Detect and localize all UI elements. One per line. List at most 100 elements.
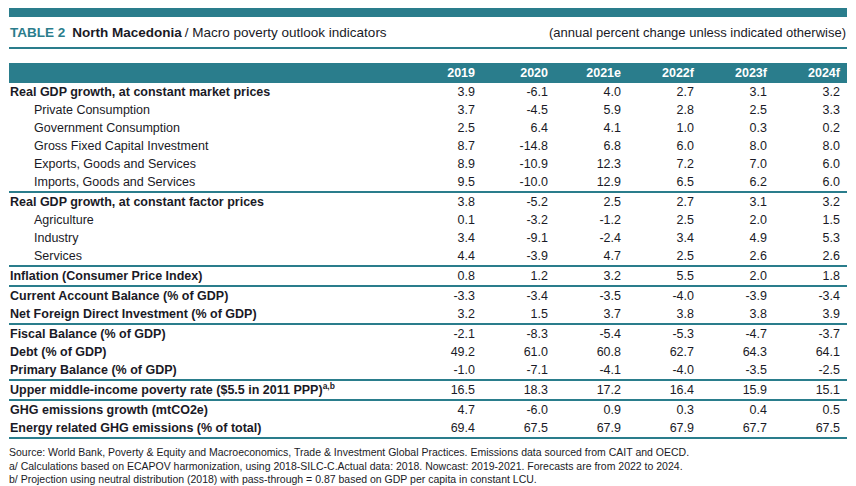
title-underline bbox=[9, 47, 847, 49]
cell-value: -10.9 bbox=[482, 155, 555, 173]
cell-value: 2.5 bbox=[701, 101, 774, 119]
cell-value: 4.1 bbox=[555, 119, 628, 137]
cell-value: 2.7 bbox=[628, 192, 701, 211]
cell-value: 2.5 bbox=[628, 247, 701, 266]
cell-value: 3.2 bbox=[409, 305, 482, 324]
table-row: Government Consumption2.56.44.11.00.30.2 bbox=[9, 119, 847, 137]
row-label: Current Account Balance (% of GDP) bbox=[9, 286, 409, 305]
row-label: Net Foreign Direct Investment (% of GDP) bbox=[9, 305, 409, 324]
country-name: North Macedonia bbox=[72, 25, 182, 40]
cell-value: 2.5 bbox=[555, 192, 628, 211]
units-note: (annual percent change unless indicated … bbox=[549, 25, 846, 40]
cell-value: -2.5 bbox=[774, 361, 847, 380]
cell-value: -3.4 bbox=[774, 286, 847, 305]
table-row: Debt (% of GDP)49.261.060.862.764.364.1 bbox=[9, 343, 847, 361]
year-column-header: 2019 bbox=[409, 63, 482, 83]
cell-value: -5.4 bbox=[555, 324, 628, 343]
row-label: Government Consumption bbox=[9, 119, 409, 137]
cell-value: 64.1 bbox=[774, 343, 847, 361]
cell-value: -3.3 bbox=[409, 286, 482, 305]
cell-value: 8.0 bbox=[701, 137, 774, 155]
cell-value: 2.5 bbox=[409, 119, 482, 137]
cell-value: -4.0 bbox=[628, 286, 701, 305]
cell-value: 12.3 bbox=[555, 155, 628, 173]
row-label: Debt (% of GDP) bbox=[9, 343, 409, 361]
cell-value: 3.7 bbox=[555, 305, 628, 324]
cell-value: 1.5 bbox=[774, 211, 847, 229]
year-column-header: 2021e bbox=[555, 63, 628, 83]
row-label: Inflation (Consumer Price Index) bbox=[9, 266, 409, 286]
table-body: Real GDP growth, at constant market pric… bbox=[9, 83, 847, 438]
table-header-row: 201920202021e2022f2023f2024f bbox=[9, 63, 847, 83]
cell-value: -4.1 bbox=[555, 361, 628, 380]
row-label: Real GDP growth, at constant factor pric… bbox=[9, 192, 409, 211]
row-label: Fiscal Balance (% of GDP) bbox=[9, 324, 409, 343]
cell-value: 67.7 bbox=[701, 419, 774, 438]
cell-value: 61.0 bbox=[482, 343, 555, 361]
cell-value: 0.4 bbox=[701, 400, 774, 419]
cell-value: 0.2 bbox=[774, 119, 847, 137]
row-label: Agriculture bbox=[9, 211, 409, 229]
cell-value: 6.0 bbox=[774, 173, 847, 192]
row-label: Upper middle-income poverty rate ($5.5 i… bbox=[9, 380, 409, 400]
cell-value: 2.0 bbox=[701, 211, 774, 229]
cell-value: 8.7 bbox=[409, 137, 482, 155]
cell-value: -2.1 bbox=[409, 324, 482, 343]
indicators-table: 201920202021e2022f2023f2024f Real GDP gr… bbox=[9, 63, 847, 439]
cell-value: -2.4 bbox=[555, 229, 628, 247]
cell-value: 0.1 bbox=[409, 211, 482, 229]
cell-value: 6.8 bbox=[555, 137, 628, 155]
cell-value: -6.1 bbox=[482, 83, 555, 101]
cell-value: 6.0 bbox=[774, 155, 847, 173]
table-row: Gross Fixed Capital Investment8.7-14.86.… bbox=[9, 137, 847, 155]
row-label: GHG emissions growth (mtCO2e) bbox=[9, 400, 409, 419]
year-column-header: 2020 bbox=[482, 63, 555, 83]
table-row: Fiscal Balance (% of GDP)-2.1-8.3-5.4-5.… bbox=[9, 324, 847, 343]
row-label: Services bbox=[9, 247, 409, 266]
cell-value: 4.7 bbox=[555, 247, 628, 266]
cell-value: 3.8 bbox=[409, 192, 482, 211]
cell-value: 2.6 bbox=[701, 247, 774, 266]
cell-value: 4.4 bbox=[409, 247, 482, 266]
row-label: Gross Fixed Capital Investment bbox=[9, 137, 409, 155]
report-table-page: TABLE 2North Macedonia/ Macro poverty ou… bbox=[0, 0, 856, 486]
cell-value: 67.5 bbox=[774, 419, 847, 438]
cell-value: 3.1 bbox=[701, 83, 774, 101]
table-row: Imports, Goods and Services9.5-10.012.96… bbox=[9, 173, 847, 192]
header-empty-cell bbox=[9, 63, 409, 83]
row-label: Industry bbox=[9, 229, 409, 247]
cell-value: -1.0 bbox=[409, 361, 482, 380]
cell-value: 1.5 bbox=[482, 305, 555, 324]
cell-value: 67.9 bbox=[555, 419, 628, 438]
row-label: Exports, Goods and Services bbox=[9, 155, 409, 173]
table-row: Real GDP growth, at constant factor pric… bbox=[9, 192, 847, 211]
table-row: Energy related GHG emissions (% of total… bbox=[9, 419, 847, 438]
cell-value: 16.5 bbox=[409, 380, 482, 400]
cell-value: -4.0 bbox=[628, 361, 701, 380]
cell-value: 12.9 bbox=[555, 173, 628, 192]
cell-value: 7.0 bbox=[701, 155, 774, 173]
row-label: Real GDP growth, at constant market pric… bbox=[9, 83, 409, 101]
cell-value: -3.4 bbox=[482, 286, 555, 305]
cell-value: 3.4 bbox=[628, 229, 701, 247]
year-column-header: 2023f bbox=[701, 63, 774, 83]
cell-value: 2.5 bbox=[628, 211, 701, 229]
cell-value: 18.3 bbox=[482, 380, 555, 400]
cell-value: 0.9 bbox=[555, 400, 628, 419]
cell-value: 1.2 bbox=[482, 266, 555, 286]
cell-value: 4.7 bbox=[409, 400, 482, 419]
cell-value: 16.4 bbox=[628, 380, 701, 400]
cell-value: 4.0 bbox=[555, 83, 628, 101]
table-title: TABLE 2North Macedonia/ Macro poverty ou… bbox=[10, 25, 387, 40]
cell-value: -3.7 bbox=[774, 324, 847, 343]
cell-value: -4.7 bbox=[701, 324, 774, 343]
cell-value: 6.5 bbox=[628, 173, 701, 192]
cell-value: 6.2 bbox=[701, 173, 774, 192]
row-label: Private Consumption bbox=[9, 101, 409, 119]
top-accent-bar bbox=[9, 8, 847, 17]
table-row: Upper middle-income poverty rate ($5.5 i… bbox=[9, 380, 847, 400]
cell-value: -3.2 bbox=[482, 211, 555, 229]
cell-value: 0.5 bbox=[774, 400, 847, 419]
table-row: Exports, Goods and Services8.9-10.912.37… bbox=[9, 155, 847, 173]
cell-value: 3.3 bbox=[774, 101, 847, 119]
